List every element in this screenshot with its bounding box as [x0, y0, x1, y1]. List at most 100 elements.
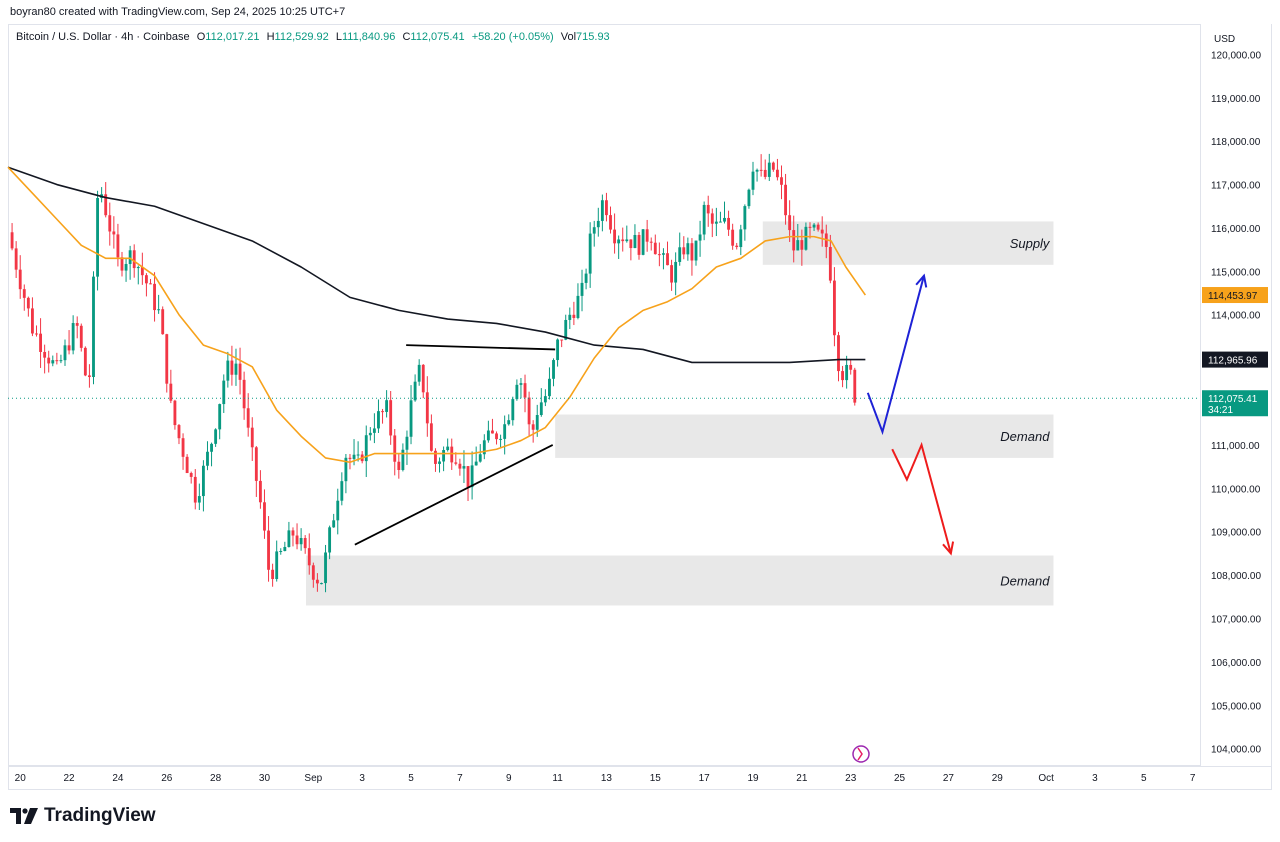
candle-body: [820, 229, 824, 234]
candle: [291, 527, 295, 547]
candle-body: [486, 430, 490, 441]
candle-body: [51, 360, 55, 364]
candle-body: [344, 457, 348, 482]
candle: [157, 294, 161, 314]
x-tick-label: 29: [992, 773, 1004, 784]
candle: [828, 234, 832, 284]
candle-body: [22, 289, 26, 298]
y-tick-label: 115,000.00: [1211, 267, 1261, 278]
candle: [543, 389, 547, 407]
candle-body: [543, 396, 547, 403]
x-tick-label: 21: [796, 773, 808, 784]
candle-body: [287, 530, 291, 547]
candle: [600, 194, 604, 232]
candle: [434, 448, 437, 472]
candle: [161, 306, 165, 335]
zone-label: Demand: [1000, 574, 1050, 589]
candle-body: [548, 378, 551, 397]
candle-body: [641, 229, 645, 255]
candle: [242, 371, 246, 420]
candle: [193, 469, 197, 510]
candle-body: [523, 383, 527, 398]
tradingview-logo[interactable]: TradingView: [10, 805, 156, 827]
price-tag-0: 114,453.97: [1202, 287, 1268, 304]
candle-body: [491, 430, 494, 434]
candle-body: [234, 363, 238, 375]
candle-body: [670, 265, 674, 283]
candle-body: [706, 204, 710, 214]
candle: [560, 339, 564, 348]
price-axis[interactable]: [1200, 24, 1272, 766]
candle: [482, 434, 486, 460]
candle-body: [320, 583, 323, 585]
candle-body: [421, 364, 425, 393]
candle: [206, 441, 209, 471]
candle: [364, 425, 368, 478]
candle-body: [136, 267, 140, 269]
trend-line-1: [354, 444, 554, 546]
candle-body: [104, 194, 108, 216]
candle: [727, 210, 730, 236]
candle-body: [311, 565, 315, 580]
candle-body: [55, 360, 59, 362]
x-tick-label: 22: [64, 773, 76, 784]
y-tick-label: 120,000.00: [1211, 50, 1261, 61]
candle: [108, 202, 112, 246]
candle-body: [348, 457, 352, 459]
candle: [478, 444, 482, 463]
candle-body: [678, 247, 682, 262]
candle: [397, 453, 401, 479]
candle: [515, 379, 519, 401]
candle-body: [315, 579, 319, 584]
candle-body: [193, 476, 197, 503]
candle-body: [653, 242, 657, 255]
candle: [486, 420, 490, 443]
candle: [43, 344, 47, 374]
candle: [287, 521, 291, 548]
candle-body: [222, 380, 226, 405]
candle-body: [568, 314, 572, 320]
candle: [372, 413, 376, 444]
zone-demand-1: [555, 414, 1054, 458]
candle-body: [747, 189, 751, 207]
candle: [584, 268, 588, 290]
candle-body: [763, 169, 767, 177]
candle: [462, 450, 466, 484]
time-axis[interactable]: [8, 766, 1272, 790]
x-tick-label: 27: [943, 773, 955, 784]
candle: [458, 458, 462, 476]
candle-body: [527, 397, 531, 425]
candle: [263, 489, 266, 539]
candle-body: [759, 169, 763, 171]
candle: [491, 418, 494, 434]
candle-body: [442, 450, 446, 462]
ema-slow-line: [7, 166, 866, 364]
candle: [149, 278, 152, 285]
x-tick-label: 23: [845, 773, 857, 784]
candle-body: [698, 234, 702, 241]
candle: [189, 471, 193, 484]
candle: [617, 235, 621, 259]
candle: [311, 562, 315, 588]
candle-body: [731, 229, 735, 246]
candle-body: [474, 461, 478, 466]
candle: [279, 548, 283, 555]
chart-frame[interactable]: [8, 24, 1200, 766]
x-tick-label: 7: [457, 773, 463, 784]
candle-body: [169, 383, 173, 401]
symbol-title: Bitcoin / U.S. Dollar · 4h · Coinbase: [16, 31, 190, 43]
candle-body: [409, 400, 413, 437]
candle-body: [572, 314, 576, 318]
candle: [682, 236, 686, 260]
candle-body: [63, 345, 67, 361]
candle: [63, 339, 67, 366]
candle: [185, 454, 189, 474]
candle-body: [837, 335, 840, 372]
price-tag-bg: [1202, 287, 1268, 304]
candle-body: [10, 232, 14, 249]
candle-body: [853, 369, 857, 403]
candle: [645, 219, 649, 252]
candle-body: [446, 446, 450, 451]
candle: [747, 188, 751, 209]
